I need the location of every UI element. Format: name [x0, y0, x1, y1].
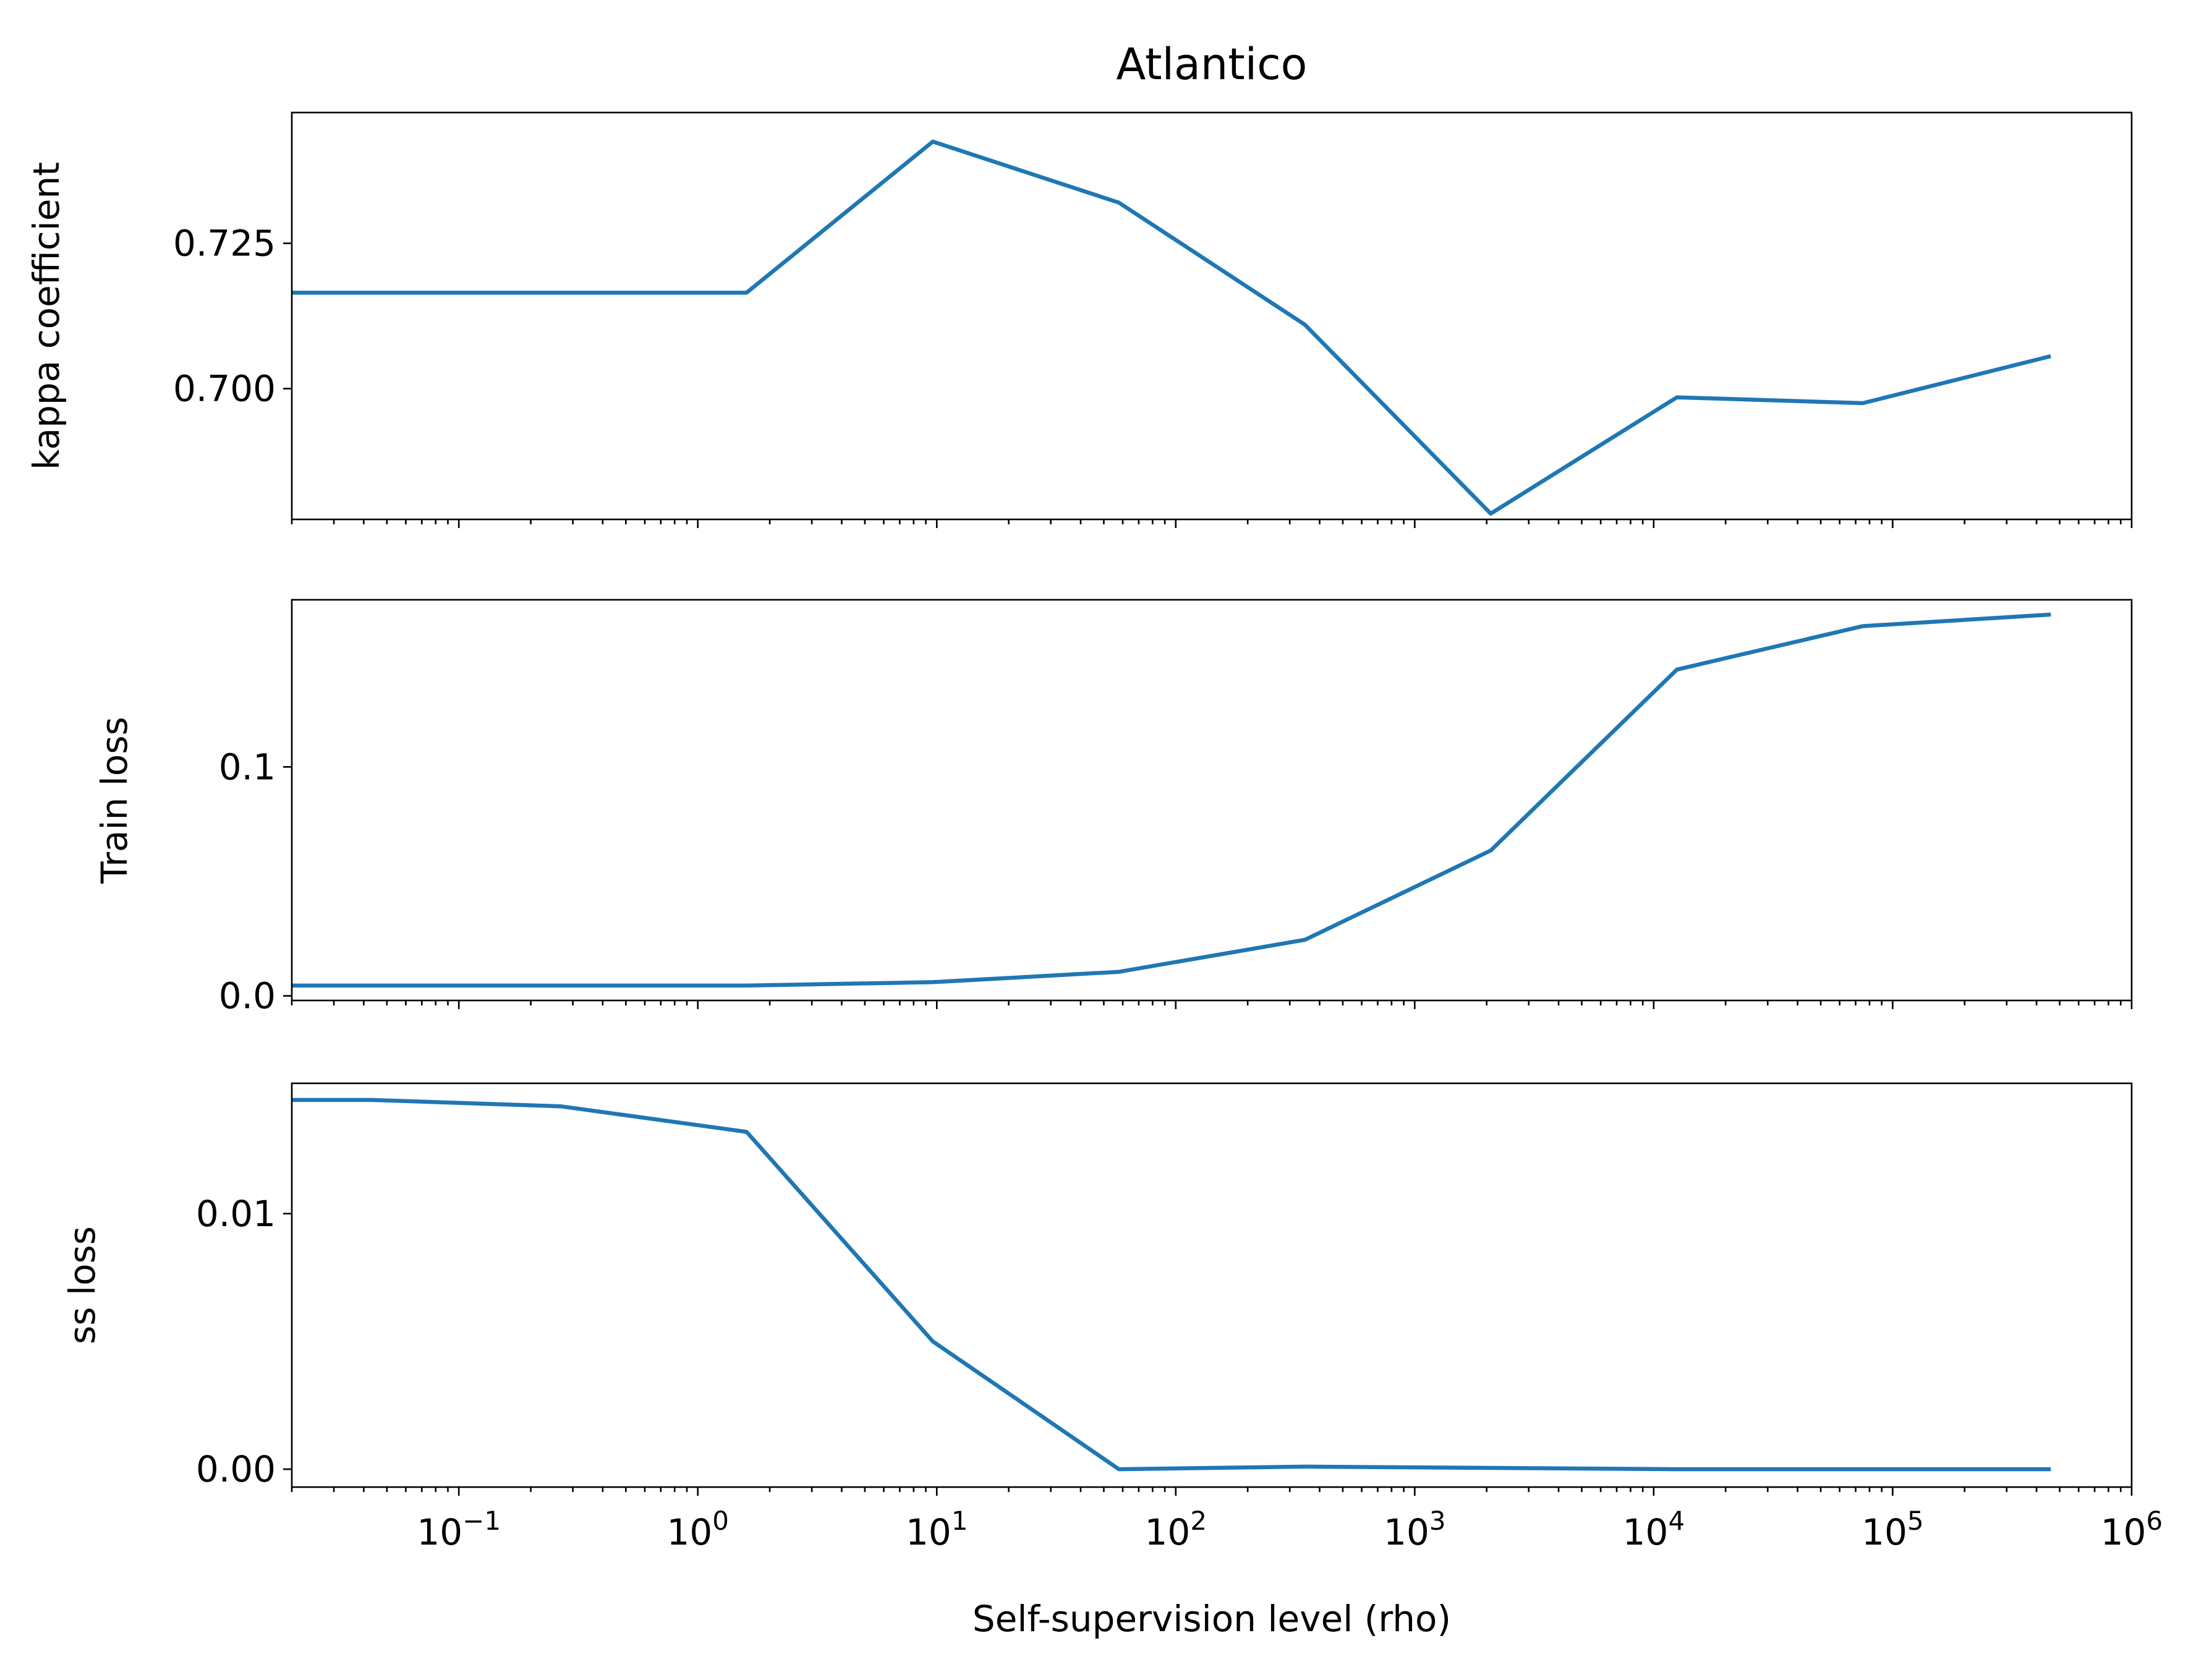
x-tick-label: 100 [666, 1506, 729, 1553]
y-tick-label: 0.1 [219, 746, 276, 788]
panel-train-loss: 0.0 0.1 Train loss [93, 599, 2133, 1017]
x-tick-base: 10 [666, 1511, 712, 1553]
x-tick-exponent: 2 [1190, 1506, 1207, 1536]
x-tick-exponent: −1 [462, 1506, 501, 1536]
x-tick-base: 10 [2101, 1511, 2146, 1553]
panel-kappa-coefficient: 0.700 0.725 kappa coefficient [25, 111, 2133, 528]
y-tick-label: 0.700 [173, 368, 276, 410]
x-tick-exponent: 4 [1668, 1506, 1685, 1536]
x-axis-label: Self-supervision level (rho) [972, 1598, 1451, 1640]
x-tick-base: 10 [1861, 1511, 1907, 1553]
chart-title: Atlantico [1116, 39, 1307, 90]
plot-frame [291, 1082, 2133, 1488]
y-tick-label: 0.0 [219, 975, 276, 1017]
x-tick-exponent: 0 [712, 1506, 729, 1536]
plot-frame [291, 111, 2133, 521]
y-tick-label: 0.01 [196, 1193, 276, 1235]
y-axis-label: ss loss [61, 1226, 103, 1344]
x-tick-label: 105 [1861, 1506, 1924, 1553]
y-axis-label: kappa coefficient [25, 162, 67, 470]
x-tick-exponent: 5 [1907, 1506, 1924, 1536]
y-axis-label: Train loss [93, 717, 135, 884]
x-tick-base: 10 [1623, 1511, 1669, 1553]
x-tick-label: 104 [1623, 1506, 1685, 1553]
x-tick-base: 10 [417, 1511, 462, 1553]
x-tick-base: 10 [1384, 1511, 1429, 1553]
x-tick-exponent: 3 [1429, 1506, 1446, 1536]
y-tick-label: 0.00 [196, 1448, 276, 1490]
x-tick-exponent: 6 [2146, 1506, 2163, 1536]
x-tick-label: 102 [1145, 1506, 1207, 1553]
x-tick-base: 10 [1145, 1511, 1191, 1553]
x-tick-exponent: 1 [951, 1506, 968, 1536]
series-line-train-loss [292, 612, 2051, 988]
x-tick-label: 103 [1384, 1506, 1446, 1553]
x-tick-label: 101 [906, 1506, 968, 1553]
x-tick-base: 10 [906, 1511, 951, 1553]
x-tick-label: 106 [2101, 1506, 2163, 1553]
x-tick-label: 10−1 [417, 1506, 501, 1553]
plot-frame [291, 599, 2133, 1002]
series-line-kappa-coefficient [292, 139, 2051, 516]
y-tick-label: 0.725 [173, 223, 276, 265]
series-line-ss-loss [292, 1098, 2051, 1472]
